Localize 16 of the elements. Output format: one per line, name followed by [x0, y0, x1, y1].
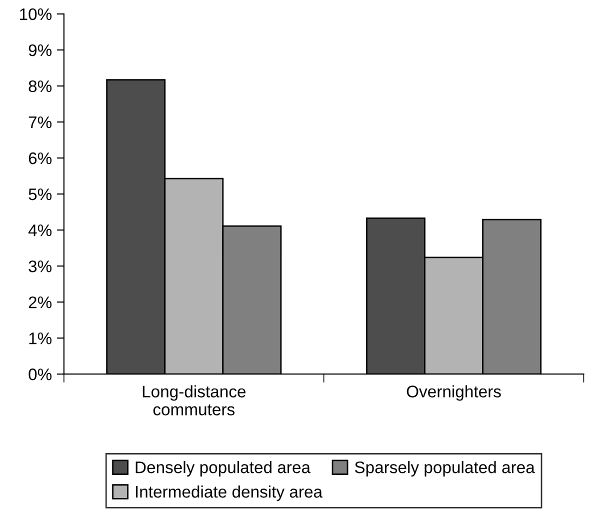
y-tick-label: 8%	[28, 80, 52, 92]
y-tick-label: 6%	[28, 152, 52, 164]
x-tick-label: Overnighters	[406, 385, 501, 401]
y-tick-label: 1%	[29, 332, 52, 344]
y-tick-label: 10%	[20, 8, 52, 20]
y-tick-label: 3%	[28, 260, 52, 272]
y-tick-label: 4%	[28, 224, 52, 236]
y-tick-label: 9%	[28, 44, 52, 56]
y-tick-label: 7%	[28, 116, 52, 128]
legend-label: Sparsely populated area	[354, 461, 535, 477]
legend-label: Intermediate density area	[136, 485, 323, 501]
y-tick-label: 0%	[28, 368, 52, 380]
y-tick-label: 2%	[28, 296, 52, 308]
x-tick-label: Long-distance commuters	[142, 385, 246, 416]
y-tick-label: 5%	[28, 188, 52, 200]
legend-label: Densely populated area	[136, 461, 311, 477]
